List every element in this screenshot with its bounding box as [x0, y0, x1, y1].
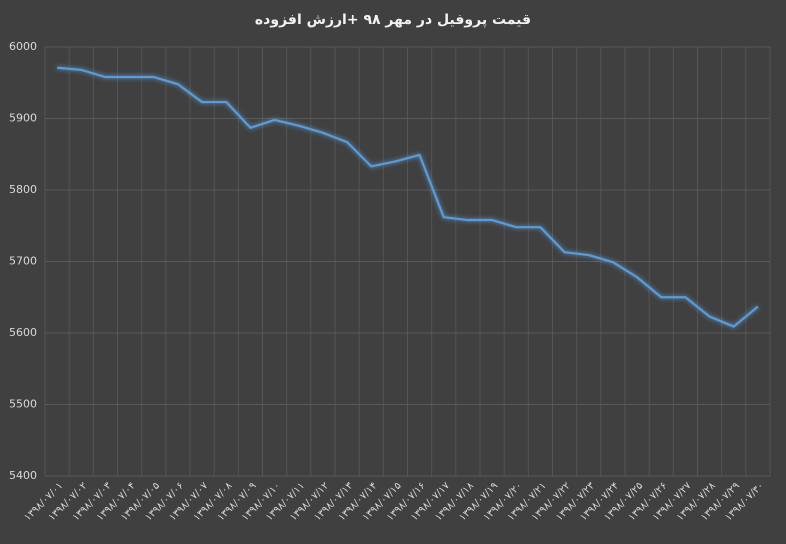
- chart-title: قیمت پروفیل در مهر ۹۸ +ارزش افزوده: [255, 12, 531, 28]
- y-tick-label: 5400: [9, 469, 37, 482]
- y-tick-label: 5500: [9, 398, 37, 411]
- price-line: [56, 66, 759, 328]
- y-tick-label: 5800: [9, 183, 37, 196]
- y-tick-label: 5700: [9, 255, 37, 268]
- y-tick-label: 5900: [9, 112, 37, 125]
- y-tick-label: 6000: [9, 40, 37, 53]
- y-tick-label: 5600: [9, 326, 37, 339]
